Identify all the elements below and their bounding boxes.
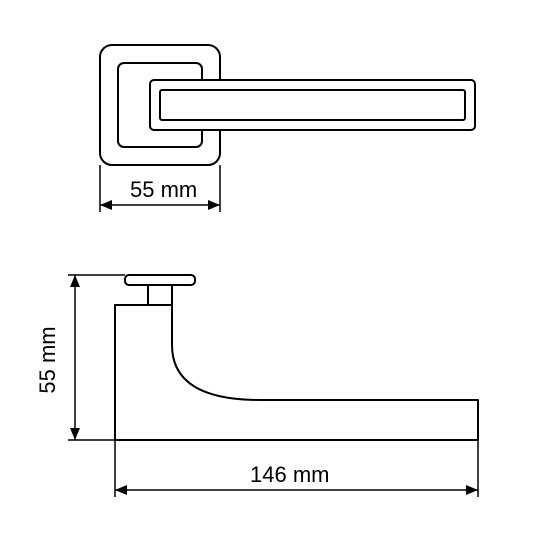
door-handle-dimension-drawing: 55 mm 55 mm 146 mm <box>0 0 551 551</box>
dim-label-rose-width: 55 mm <box>130 177 197 202</box>
dim-label-height: 55 mm <box>35 326 60 393</box>
dim-label-length: 146 mm <box>250 462 329 487</box>
